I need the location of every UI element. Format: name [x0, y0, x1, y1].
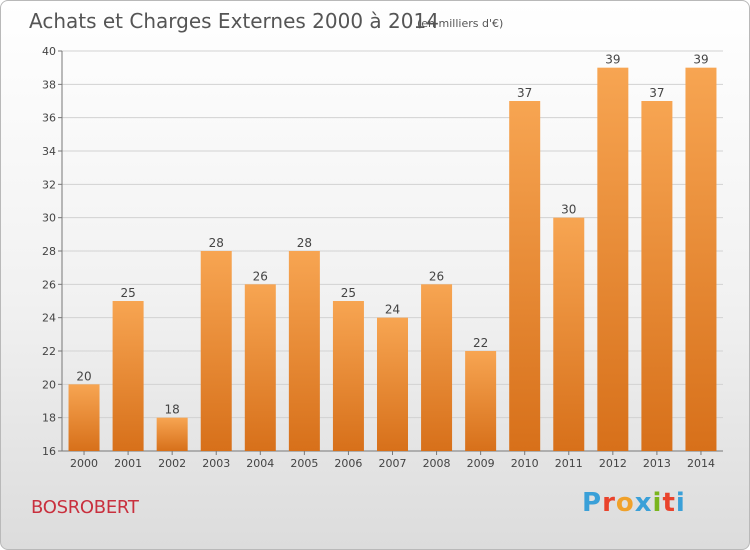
x-tick-label: 2001 [114, 457, 142, 470]
y-tick-label: 22 [42, 345, 56, 358]
data-label-2004: 26 [253, 269, 268, 283]
bar-2014 [685, 67, 717, 452]
logo-letter: P [582, 488, 603, 518]
bar-2011 [553, 217, 585, 451]
y-tick-label: 26 [42, 278, 56, 291]
x-tick-label: 2003 [202, 457, 230, 470]
logo-letter: i [675, 488, 686, 518]
data-label-2003: 28 [209, 236, 224, 250]
data-label-2014: 39 [693, 53, 708, 67]
bar-2012 [597, 67, 629, 452]
data-label-2013: 37 [649, 86, 664, 100]
x-tick-label: 2008 [423, 457, 451, 470]
y-tick-label: 30 [42, 212, 56, 225]
logo-letter: t [662, 488, 676, 518]
x-tick-label: 2013 [643, 457, 671, 470]
x-tick-labels: 2000 2001 2002 2003 2004 2005 2006 2007 2008 2009… [70, 451, 715, 470]
x-tick-label: 2007 [379, 457, 407, 470]
bar-2010 [509, 101, 541, 451]
x-tick-label: 2005 [290, 457, 318, 470]
bar-2008 [421, 284, 453, 451]
y-tick-label: 20 [42, 378, 56, 391]
y-tick-labels: 16 18 20 22 24 26 28 30 32 34 36 38 40 [42, 45, 56, 458]
commune-name: BOSROBERT [31, 497, 139, 518]
bar-2009 [465, 351, 497, 451]
x-tick-label: 2002 [158, 457, 186, 470]
y-tick-label: 28 [42, 245, 56, 258]
data-label-2008: 26 [429, 269, 444, 283]
bars [68, 67, 717, 452]
x-tick-label: 2012 [599, 457, 627, 470]
data-label-2000: 20 [76, 369, 91, 383]
data-label-2006: 25 [341, 286, 356, 300]
data-labels: 20 25 18 28 26 28 25 24 26 22 37 30 39 37 39 [76, 53, 708, 417]
y-tick-label: 32 [42, 178, 56, 191]
data-label-2009: 22 [473, 336, 488, 350]
data-label-2011: 30 [561, 203, 576, 217]
logo-letter: r [602, 488, 616, 518]
data-label-2010: 37 [517, 86, 532, 100]
bar-2006 [332, 301, 364, 451]
x-tick-label: 2006 [334, 457, 362, 470]
y-tick-label: 18 [42, 412, 56, 425]
bar-2007 [377, 317, 408, 451]
data-label-2007: 24 [385, 303, 400, 317]
x-tick-label: 2009 [467, 457, 495, 470]
y-tick-label: 34 [42, 145, 56, 158]
chart-title: Achats et Charges Externes 2000 à 2014 [29, 9, 439, 33]
logo-letter: i [652, 488, 663, 518]
bar-2004 [244, 284, 276, 451]
data-label-2002: 18 [165, 403, 180, 417]
bar-2000 [68, 384, 100, 451]
x-tick-label: 2011 [555, 457, 583, 470]
chart-subtitle: (en milliers d'€) [417, 17, 503, 30]
bar-2003 [200, 251, 232, 451]
logo-letter: o [615, 488, 635, 518]
x-tick-label: 2004 [246, 457, 274, 470]
y-tick-label: 24 [42, 312, 56, 325]
y-tick-label: 36 [42, 112, 56, 125]
y-tick-label: 16 [42, 445, 56, 458]
logo-letter: x [634, 488, 653, 518]
x-tick-label: 2010 [511, 457, 539, 470]
bar-2001 [112, 301, 144, 451]
data-label-2012: 39 [605, 53, 620, 67]
data-label-2001: 25 [120, 286, 135, 300]
x-tick-label: 2000 [70, 457, 98, 470]
data-label-2005: 28 [297, 236, 312, 250]
proxiti-logo: Proxiti [582, 488, 686, 518]
y-tick-label: 38 [42, 78, 56, 91]
x-tick-label: 2014 [687, 457, 715, 470]
y-tick-label: 40 [42, 45, 56, 58]
bar-2002 [156, 417, 188, 451]
bar-2013 [641, 101, 673, 451]
bar-2005 [288, 251, 320, 451]
